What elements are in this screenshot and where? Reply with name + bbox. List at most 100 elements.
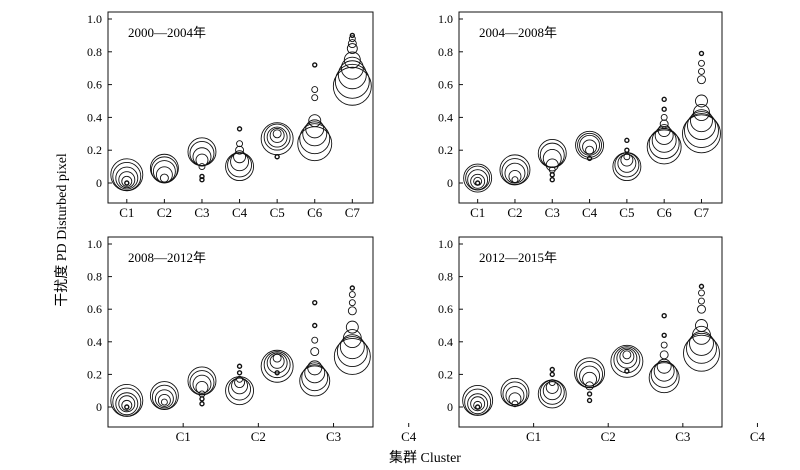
bubble-point: [310, 347, 320, 357]
bubble-cluster: [149, 381, 179, 411]
bubble-point: [501, 158, 529, 185]
x-tick-label: C5: [619, 205, 634, 220]
bubble-point: [624, 147, 630, 153]
bubble-point: [150, 156, 178, 184]
x-tick-label: C2: [251, 429, 266, 444]
bubble-point: [118, 171, 136, 189]
bubble-point: [348, 291, 356, 298]
bubble-point: [579, 365, 601, 387]
bubble-point: [549, 177, 555, 183]
bubble-point: [697, 304, 706, 314]
bubble-point: [695, 319, 708, 332]
bubble-point: [613, 346, 641, 374]
bubble-point: [187, 366, 217, 396]
bubble-point: [467, 393, 489, 415]
bubble-point: [312, 62, 318, 68]
bubble-cluster: [612, 137, 642, 182]
bubble-point: [661, 313, 667, 319]
bubble-point: [311, 86, 319, 93]
bubble-point: [619, 349, 635, 364]
bubble-point: [312, 322, 318, 329]
bubble-point: [654, 125, 674, 145]
bubble-point: [695, 94, 708, 108]
bubble-point: [274, 154, 280, 160]
bubble-point: [537, 379, 567, 409]
bubble-point: [659, 350, 669, 360]
bubble-point: [648, 128, 680, 160]
bubble-point: [577, 132, 603, 158]
bubble-point: [470, 173, 486, 189]
y-tick-label: 0.4: [87, 110, 102, 124]
bubble-point: [266, 352, 288, 374]
bubble-cluster: [225, 363, 255, 406]
bubble-point: [579, 134, 601, 156]
panel-title: 2000—2004年: [128, 25, 206, 40]
bubble-point: [346, 43, 358, 54]
bubble-point: [233, 150, 247, 164]
bubble-point: [187, 137, 217, 167]
bubble-point: [542, 148, 562, 168]
bubble-point: [661, 332, 667, 338]
bubble-cluster: [463, 163, 493, 193]
bubble-cluster: [297, 62, 333, 162]
bubble-point: [698, 289, 705, 297]
plot-frame: [107, 236, 374, 428]
bubble-point: [121, 399, 133, 411]
bubble-point: [582, 139, 598, 155]
bubble-point: [616, 347, 638, 369]
bubble-point: [110, 384, 144, 417]
plot-frame: [107, 11, 374, 204]
y-tick-label: 0.4: [438, 110, 453, 124]
bubble-point: [311, 336, 319, 344]
bubble-point: [334, 63, 370, 99]
x-tick-label: C3: [675, 429, 690, 444]
bubble-point: [698, 50, 705, 57]
bubble-point: [585, 381, 595, 391]
x-tick-label: C4: [582, 205, 598, 220]
bubble-point: [199, 177, 205, 183]
bubble-point: [464, 388, 492, 416]
bubble-point: [474, 180, 481, 186]
y-tick-label: 1.0: [87, 237, 102, 251]
bubble-point: [463, 163, 493, 193]
bubble-point: [339, 334, 365, 360]
bubble-point: [302, 121, 328, 147]
bubble-point: [192, 147, 212, 167]
bubble-point: [235, 145, 245, 155]
bubble-cluster: [648, 313, 680, 394]
bubble-point: [473, 176, 483, 186]
bubble-point: [622, 350, 632, 360]
plot-frame: [458, 11, 723, 204]
bubble-cluster: [260, 122, 294, 160]
y-tick-label: 0.8: [438, 45, 453, 59]
bubble-point: [333, 338, 371, 375]
bubble-point: [682, 114, 721, 154]
x-tick-label: C4: [401, 429, 417, 444]
y-tick-label: 1.0: [87, 12, 102, 26]
x-tick-label: C1: [526, 429, 541, 444]
bubble-cluster: [537, 366, 567, 409]
x-axis-title: 集群 Cluster: [389, 449, 461, 466]
bubble-point: [305, 119, 325, 139]
plot-frame: [458, 236, 723, 428]
bubble-point: [336, 336, 368, 368]
panel-title: 2004—2008年: [479, 25, 557, 40]
bubble-cluster: [575, 130, 605, 162]
bubble-point: [650, 360, 678, 388]
bubble-point: [115, 166, 139, 190]
bubble-point: [266, 126, 288, 148]
bubble-point: [574, 357, 606, 389]
bubble-cluster: [683, 283, 720, 372]
bubble-cluster: [499, 154, 531, 186]
bubble-cluster: [187, 137, 217, 183]
y-tick-label: 0.4: [438, 335, 453, 349]
bubble-cluster: [462, 385, 494, 416]
x-tick-label: C4: [750, 429, 766, 444]
bubble-point: [337, 60, 367, 90]
bubble-point: [545, 158, 559, 172]
y-tick-label: 0.6: [87, 78, 102, 92]
bubble-point: [617, 153, 637, 173]
y-tick-label: 0: [96, 176, 102, 190]
bubble-point: [348, 299, 356, 307]
y-axis-title: 干扰度 PD Disturbed pixel: [54, 153, 70, 307]
